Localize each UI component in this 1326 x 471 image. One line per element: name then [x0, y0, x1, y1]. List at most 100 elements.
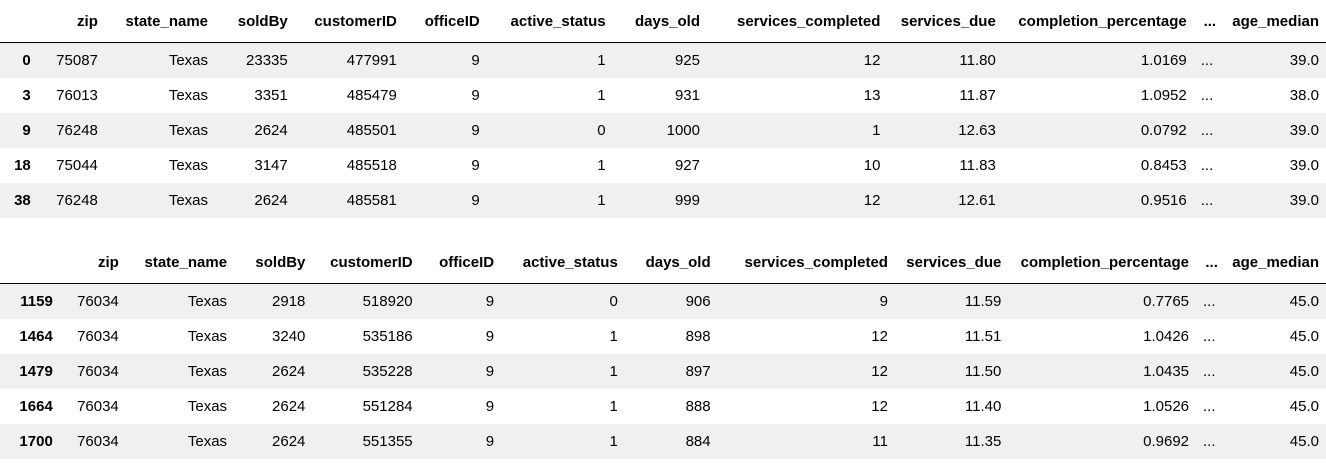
table-cell: Texas — [187, 363, 228, 380]
table-cell: 1.0952 — [1140, 87, 1187, 104]
table-cell: 12 — [871, 363, 888, 380]
table-cell: 9 — [485, 433, 495, 450]
table-cell: 45.0 — [1289, 328, 1319, 345]
column-header: customerID — [312, 243, 420, 284]
table-cell: 925 — [674, 52, 700, 69]
table-row: 3 76013 Texas 3351 485479 9 1 931 13 11.… — [0, 78, 1326, 113]
column-header: services_completed — [707, 2, 888, 43]
table-cell: 0.7765 — [1143, 293, 1190, 310]
table-cell: 1.0435 — [1143, 363, 1190, 380]
table-cell: 12 — [863, 192, 881, 209]
truncated-columns-ellipsis: ... — [1203, 328, 1216, 345]
table-cell: 12.61 — [958, 192, 996, 209]
table-cell: 76248 — [56, 122, 98, 139]
table-cell: Texas — [187, 433, 228, 450]
table-cell: 0.8453 — [1140, 157, 1187, 174]
column-header: days_old — [612, 2, 707, 43]
table-cell: 76034 — [77, 398, 119, 415]
column-header: soldBy — [234, 243, 313, 284]
table-header-row: zip state_name soldBy customerID officeI… — [0, 243, 1326, 284]
table-cell: 76034 — [77, 293, 119, 310]
table-cell: 9 — [471, 192, 480, 209]
table-cell: 12 — [871, 398, 888, 415]
table-cell: 12.63 — [958, 122, 996, 139]
table-cell: 3240 — [272, 328, 306, 345]
table-cell: 1000 — [666, 122, 700, 139]
table-cell: 906 — [685, 293, 711, 310]
table-cell: 38.0 — [1289, 87, 1319, 104]
table-cell: 884 — [685, 433, 711, 450]
column-header: state_name — [104, 2, 216, 43]
column-header: state_name — [125, 243, 235, 284]
table-cell: 76034 — [77, 433, 119, 450]
table-cell: 9 — [471, 52, 480, 69]
table-cell: 1 — [597, 87, 606, 104]
table-cell: 999 — [674, 192, 700, 209]
row-index: 0 — [22, 52, 31, 69]
table-cell: 11.87 — [959, 87, 996, 104]
truncated-columns-ellipsis: ... — [1200, 52, 1214, 69]
table-cell: 485581 — [346, 192, 397, 209]
table-cell: Texas — [168, 157, 209, 174]
column-header: customerID — [294, 2, 404, 43]
table-cell: 11.59 — [964, 293, 1002, 310]
column-header: ... — [1196, 243, 1225, 284]
table-cell: 45.0 — [1289, 293, 1319, 310]
column-header: zip — [59, 243, 126, 284]
table-cell: 1 — [609, 328, 618, 345]
column-header: officeID — [403, 2, 487, 43]
index-header — [0, 2, 38, 43]
column-header: completion_percentage — [1008, 243, 1197, 284]
row-index: 1479 — [19, 363, 53, 380]
table-cell: Texas — [187, 328, 228, 345]
table-cell: 11.51 — [964, 328, 1002, 345]
table-cell: 1 — [872, 122, 881, 139]
table-cell: 3351 — [254, 87, 288, 104]
table-cell: Texas — [168, 87, 209, 104]
table-cell: 9 — [485, 398, 495, 415]
row-index: 38 — [14, 192, 31, 209]
table-cell: 23335 — [246, 52, 288, 69]
truncated-columns-ellipsis: ... — [1203, 293, 1216, 310]
table-cell: 11.35 — [964, 433, 1002, 450]
column-header: age_median — [1224, 243, 1326, 284]
column-header: ... — [1193, 2, 1224, 43]
table-row: 9 76248 Texas 2624 485501 9 0 1000 1 12.… — [0, 113, 1326, 148]
truncated-columns-ellipsis: ... — [1200, 192, 1214, 209]
table-cell: 75044 — [56, 157, 98, 174]
column-header: completion_percentage — [1002, 2, 1194, 43]
truncated-columns-ellipsis: ... — [1200, 157, 1214, 174]
table-cell: 485479 — [346, 87, 397, 104]
table-cell: 1.0426 — [1143, 328, 1190, 345]
table-cell: 11 — [872, 433, 888, 450]
table-cell: 76034 — [77, 363, 119, 380]
column-header: zip — [37, 2, 105, 43]
table-cell: 11.80 — [959, 52, 996, 69]
table-header-row: zip state_name soldBy customerID officeI… — [0, 2, 1326, 43]
table-cell: 0.9692 — [1143, 433, 1190, 450]
table-cell: 551284 — [362, 398, 413, 415]
table-cell: 75087 — [56, 52, 98, 69]
row-index: 1700 — [19, 433, 53, 450]
table-cell: 3147 — [254, 157, 288, 174]
table-cell: 2918 — [272, 293, 306, 310]
truncated-columns-ellipsis: ... — [1203, 398, 1216, 415]
table-cell: 2624 — [254, 192, 288, 209]
table-cell: 45.0 — [1289, 363, 1319, 380]
index-header — [0, 243, 60, 284]
table-cell: 1 — [609, 363, 618, 380]
table-cell: 897 — [685, 363, 711, 380]
table-cell: 39.0 — [1289, 52, 1319, 69]
truncated-columns-ellipsis: ... — [1203, 433, 1216, 450]
truncated-columns-ellipsis: ... — [1203, 363, 1216, 380]
table-cell: 1 — [609, 398, 618, 415]
table-row: 1479 76034 Texas 2624 535228 9 1 897 12 … — [0, 354, 1326, 389]
column-header: services_completed — [717, 243, 895, 284]
table-cell: 9 — [485, 363, 495, 380]
table-cell: 931 — [674, 87, 700, 104]
table-cell: 1 — [597, 192, 606, 209]
column-header: officeID — [419, 243, 502, 284]
table-cell: 535186 — [362, 328, 413, 345]
table-cell: Texas — [187, 293, 228, 310]
